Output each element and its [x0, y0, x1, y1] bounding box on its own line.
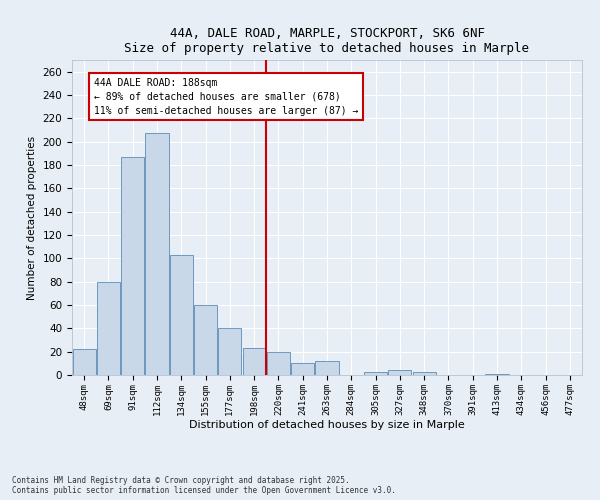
- Bar: [413, 372, 436, 375]
- Bar: [97, 282, 120, 375]
- Bar: [291, 364, 314, 375]
- Bar: [316, 361, 338, 375]
- X-axis label: Distribution of detached houses by size in Marple: Distribution of detached houses by size …: [189, 420, 465, 430]
- Bar: [267, 352, 290, 375]
- Bar: [170, 255, 193, 375]
- Bar: [194, 305, 217, 375]
- Bar: [242, 348, 266, 375]
- Bar: [73, 350, 95, 375]
- Bar: [388, 370, 412, 375]
- Bar: [485, 374, 509, 375]
- Bar: [218, 328, 241, 375]
- Text: Contains HM Land Registry data © Crown copyright and database right 2025.
Contai: Contains HM Land Registry data © Crown c…: [12, 476, 396, 495]
- Bar: [145, 134, 169, 375]
- Text: 44A DALE ROAD: 188sqm
← 89% of detached houses are smaller (678)
11% of semi-det: 44A DALE ROAD: 188sqm ← 89% of detached …: [94, 78, 358, 116]
- Bar: [364, 372, 387, 375]
- Title: 44A, DALE ROAD, MARPLE, STOCKPORT, SK6 6NF
Size of property relative to detached: 44A, DALE ROAD, MARPLE, STOCKPORT, SK6 6…: [125, 26, 530, 54]
- Bar: [121, 157, 144, 375]
- Y-axis label: Number of detached properties: Number of detached properties: [27, 136, 37, 300]
